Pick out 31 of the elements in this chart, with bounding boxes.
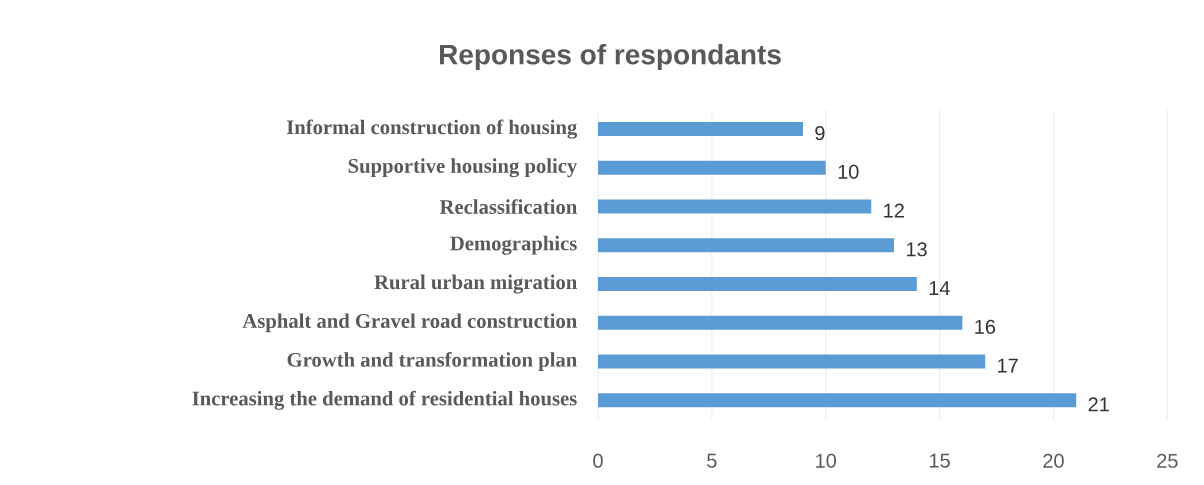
data-label: 10	[838, 164, 859, 179]
bar	[598, 315, 963, 330]
x-tick-label: 20	[1043, 453, 1064, 468]
data-label: 17	[998, 358, 1018, 373]
y-tick-label: Growth and transformation plan	[287, 352, 577, 371]
data-label: 16	[975, 319, 996, 334]
data-label: 13	[906, 242, 927, 257]
data-label: 12	[884, 203, 904, 218]
y-tick-label: Asphalt and Gravel road construction	[242, 313, 577, 333]
data-label: 9	[815, 125, 825, 141]
y-tick-label: Supportive housing policy	[348, 158, 578, 178]
y-tick-label: Increasing the demand of residential houses	[192, 390, 577, 410]
y-tick-label: Informal construction of housing	[286, 119, 578, 139]
chart-title: Reponses of respondants	[439, 43, 781, 71]
y-tick-label: Reclassification	[439, 199, 577, 214]
bar	[598, 160, 826, 175]
bar	[598, 199, 872, 214]
x-tick-label: 15	[930, 453, 950, 468]
bar	[598, 354, 986, 369]
data-label: 14	[929, 281, 950, 295]
x-tick-label: 0	[593, 453, 603, 468]
x-tick-label: 10	[816, 453, 837, 468]
bar	[598, 238, 895, 253]
x-tick-label: 25	[1157, 453, 1178, 468]
y-tick-label: Rural urban migration	[374, 274, 577, 294]
x-tick-label: 5	[707, 453, 717, 468]
bar	[598, 277, 917, 292]
y-tick-label: Demographics	[450, 235, 577, 255]
data-label: 21	[1088, 397, 1109, 412]
bar	[598, 122, 803, 137]
bar	[598, 393, 1077, 408]
